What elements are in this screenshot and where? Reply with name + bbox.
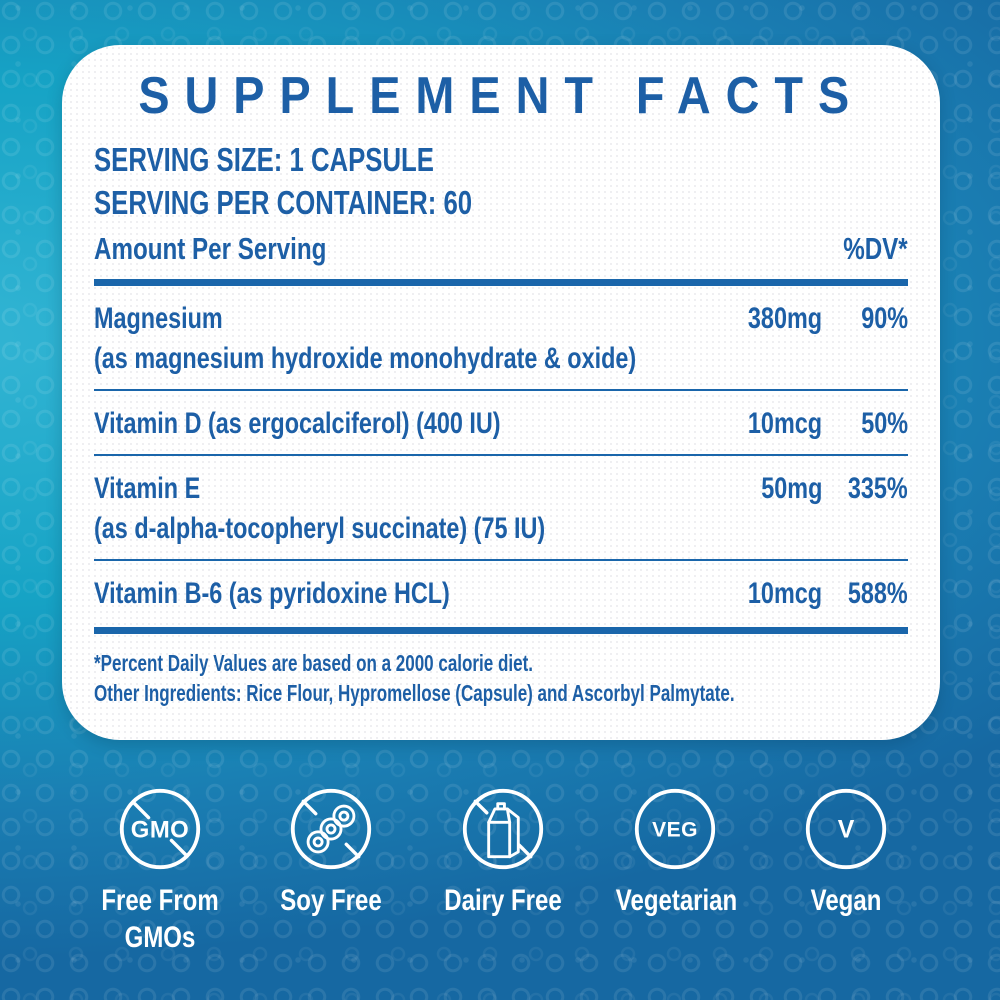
nutrient-name: Vitamin B-6 (as pyridoxine HCL) <box>94 576 450 610</box>
nutrient-amount: 10mcg <box>747 406 822 440</box>
badge-vegan: V Vegan <box>760 786 932 956</box>
nutrient-detail: (as d-alpha-tocopheryl succinate) (75 IU… <box>94 511 546 545</box>
nutrient-dv: 335% <box>848 471 908 505</box>
nutrient-detail: (as magnesium hydroxide monohydrate & ox… <box>94 341 637 375</box>
footer-rule <box>94 626 908 634</box>
table-header-row: Amount Per Serving %DV* <box>94 231 908 267</box>
nutrient-dv: 50% <box>861 406 908 440</box>
nutrient-amount: 50mg <box>760 471 822 505</box>
percent-dv-header: %DV* <box>843 231 908 267</box>
nutrient-name: Vitamin D (as ergocalciferol) (400 IU) <box>94 406 501 440</box>
badge-vegetarian: VEG Vegetarian <box>589 786 761 956</box>
badge-row: GMO Free From GMOs Soy Free <box>74 786 932 956</box>
nutrient-row-vitamin-b6: Vitamin B-6 (as pyridoxine HCL) 10mcg 58… <box>94 561 908 612</box>
row-divider <box>94 388 908 391</box>
badge-dairy-free: Dairy Free <box>417 786 589 956</box>
badge-label: Dairy Free <box>444 884 562 917</box>
footnote-daily-values: *Percent Daily Values are based on a 200… <box>94 649 533 676</box>
vegan-circle-icon: V <box>806 788 887 870</box>
veg-circle-icon: VEG <box>634 788 715 870</box>
nutrient-name: Vitamin E <box>94 471 201 505</box>
nutrient-dv: 588% <box>848 576 908 610</box>
servings-per-container-line: SERVING PER CONTAINER: 60 <box>94 184 473 222</box>
badge-label: Free From GMOs <box>101 884 219 954</box>
nutrient-row-magnesium: Magnesium 380mg 90% (as magnesium hydrox… <box>94 286 908 377</box>
amount-per-serving-header: Amount Per Serving <box>94 231 327 267</box>
svg-text:GMO: GMO <box>131 817 189 844</box>
header-rule <box>94 278 908 286</box>
milk-carton-crossed-icon <box>462 788 544 870</box>
nutrient-row-vitamin-e: Vitamin E 50mg 335% (as d-alpha-tocopher… <box>94 456 908 547</box>
svg-text:V: V <box>838 817 855 844</box>
badge-gmo-free: GMO Free From GMOs <box>74 786 246 956</box>
gmo-crossed-icon: GMO <box>119 788 200 870</box>
svg-text:VEG: VEG <box>652 819 698 842</box>
row-divider <box>94 453 908 456</box>
nutrient-amount: 10mcg <box>747 576 822 610</box>
badge-label: Vegan <box>810 884 882 917</box>
badge-label: Soy Free <box>280 884 383 917</box>
row-divider <box>94 558 908 561</box>
footnote-other-ingredients: Other Ingredients: Rice Flour, Hypromell… <box>94 680 735 707</box>
soy-pod-crossed-icon <box>291 788 372 870</box>
nutrient-name: Magnesium <box>94 301 223 335</box>
badge-label: Vegetarian <box>615 884 737 917</box>
serving-size-line: SERVING SIZE: 1 CAPSULE <box>94 141 434 179</box>
nutrient-amount: 380mg <box>747 301 822 335</box>
nutrient-row-vitamin-d: Vitamin D (as ergocalciferol) (400 IU) 1… <box>94 391 908 442</box>
supplement-facts-panel: SUPPLEMENT FACTS SERVING SIZE: 1 CAPSULE… <box>62 45 940 740</box>
badge-soy-free: Soy Free <box>246 786 418 956</box>
nutrient-dv: 90% <box>861 301 908 335</box>
panel-title: SUPPLEMENT FACTS <box>138 67 864 125</box>
